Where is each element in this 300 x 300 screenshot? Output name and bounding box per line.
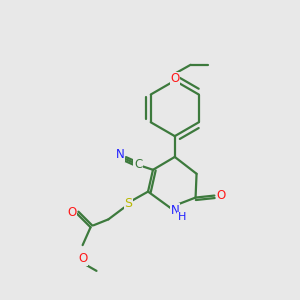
- Text: N: N: [116, 148, 125, 161]
- Text: O: O: [217, 189, 226, 202]
- Text: H: H: [178, 212, 186, 222]
- Text: N: N: [170, 204, 179, 217]
- Text: O: O: [67, 206, 76, 219]
- Text: S: S: [124, 197, 132, 210]
- Text: O: O: [170, 72, 179, 85]
- Text: C: C: [134, 158, 142, 171]
- Text: O: O: [78, 253, 87, 266]
